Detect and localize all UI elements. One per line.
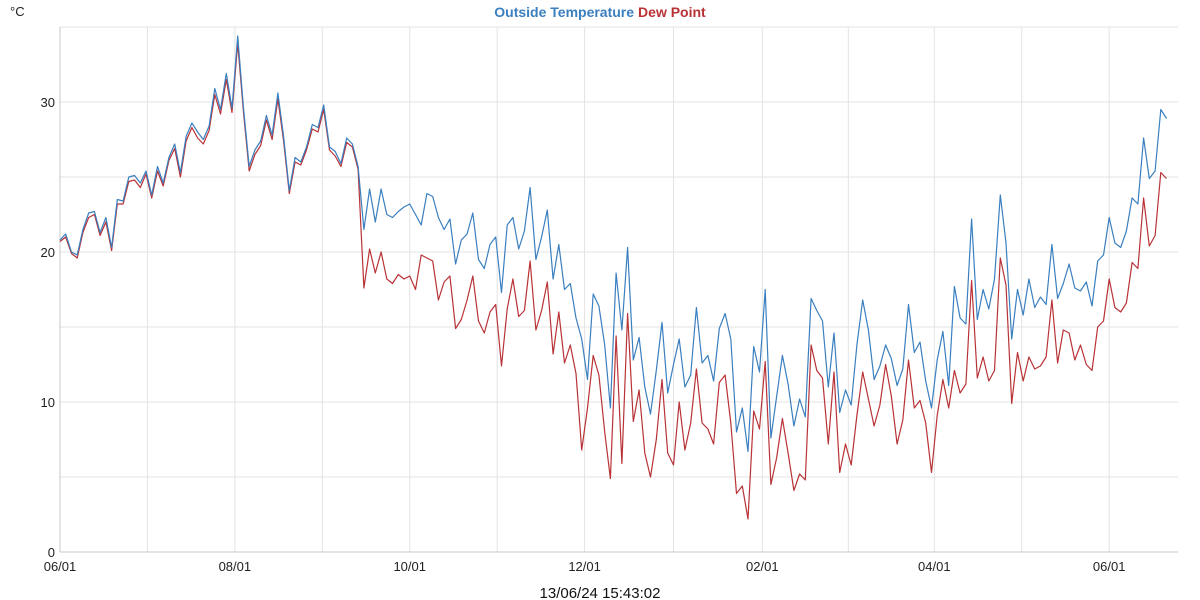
y-tick-label: 10 bbox=[41, 395, 55, 410]
x-tick-label: 04/01 bbox=[918, 559, 951, 574]
y-axis-unit-label: °C bbox=[10, 4, 25, 19]
chart-title: Outside Temperature Dew Point bbox=[494, 4, 706, 20]
grid bbox=[59, 26, 1178, 553]
series-layer bbox=[59, 35, 1168, 520]
y-tick-label: 20 bbox=[41, 245, 55, 260]
y-tick-label: 0 bbox=[48, 545, 55, 560]
title-outside-temperature: Outside Temperature bbox=[494, 4, 634, 20]
x-tick-label: 06/01 bbox=[44, 559, 77, 574]
x-tick-label: 12/01 bbox=[568, 559, 601, 574]
timestamp-footer: 13/06/24 15:43:02 bbox=[540, 585, 661, 600]
x-tick-label: 06/01 bbox=[1093, 559, 1126, 574]
x-tick-label: 10/01 bbox=[393, 559, 426, 574]
x-tick-label: 02/01 bbox=[746, 559, 779, 574]
y-tick-label: 30 bbox=[41, 95, 55, 110]
axes: 0 10 20 30 06/01 08/01 10/01 12/01 02/01 04/01 06/… bbox=[41, 27, 1178, 574]
title-dew-point: Dew Point bbox=[638, 4, 706, 20]
series-line-dew-point bbox=[59, 42, 1167, 520]
series-line-outside-temperature bbox=[59, 35, 1168, 453]
x-tick-label: 08/01 bbox=[219, 559, 252, 574]
